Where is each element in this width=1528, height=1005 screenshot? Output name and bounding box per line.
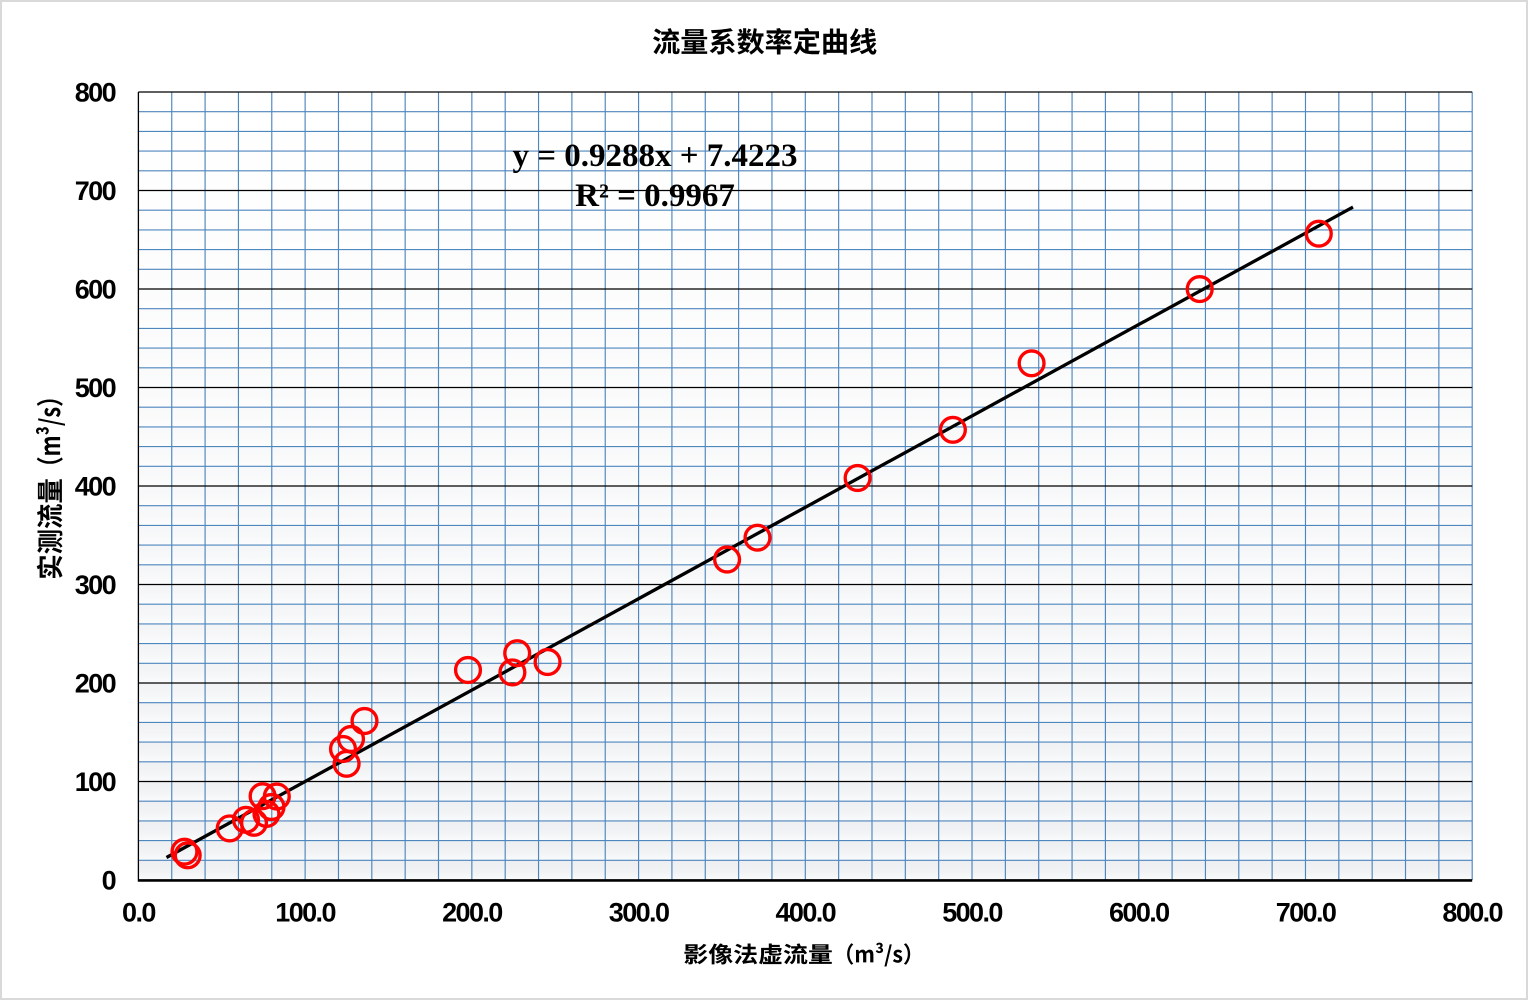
svg-text:R² = 0.9967: R² = 0.9967 [575,178,735,214]
svg-text:700: 700 [75,176,116,206]
svg-text:400: 400 [75,471,116,501]
svg-text:200.0: 200.0 [442,898,502,928]
svg-text:200: 200 [75,668,116,698]
svg-text:500.0: 500.0 [942,898,1002,928]
svg-text:400.0: 400.0 [776,898,836,928]
svg-text:300: 300 [75,570,116,600]
svg-text:0.0: 0.0 [122,898,155,928]
svg-text:100: 100 [75,767,116,797]
svg-text:600: 600 [75,274,116,304]
svg-text:800: 800 [75,77,116,107]
svg-text:700.0: 700.0 [1276,898,1336,928]
svg-text:800.0: 800.0 [1442,898,1502,928]
svg-text:y = 0.9288x + 7.4223: y = 0.9288x + 7.4223 [512,138,797,174]
svg-text:300.0: 300.0 [609,898,669,928]
svg-text:500: 500 [75,373,116,403]
svg-text:100.0: 100.0 [275,898,335,928]
svg-text:0: 0 [102,865,116,895]
svg-text:600.0: 600.0 [1109,898,1169,928]
